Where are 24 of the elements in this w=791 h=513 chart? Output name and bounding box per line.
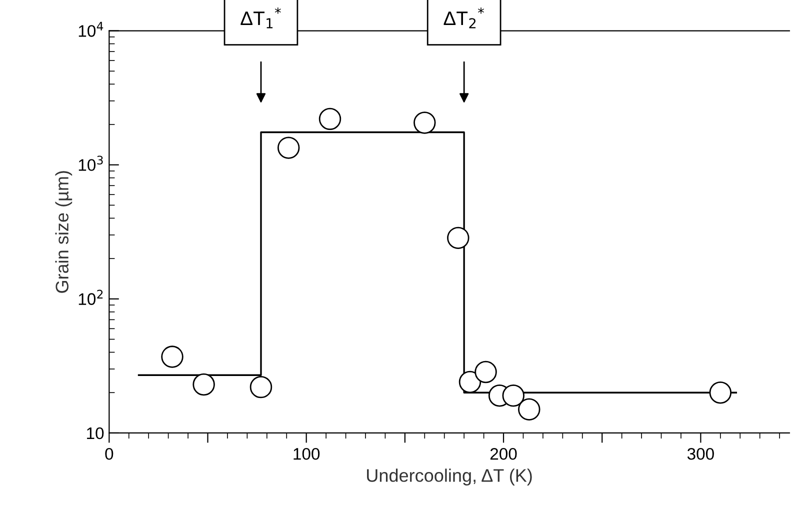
- x-tick-label: 300: [687, 448, 714, 460]
- point: [709, 382, 732, 404]
- point: [458, 370, 482, 394]
- x-tick-label: 100: [294, 448, 320, 460]
- point: [277, 136, 300, 159]
- x-axis-title: Undercooling, ΔT (K): [367, 468, 532, 486]
- point: [474, 360, 497, 384]
- y-axis-title: Grain size (µm): [55, 171, 72, 293]
- text: ΔT$_{1}$$^{*}$: [240, 7, 281, 28]
- y-tick-label: 10: [87, 427, 104, 440]
- point: [161, 346, 184, 368]
- y-tick-label: 10$^{2}$: [78, 290, 103, 305]
- point: [318, 108, 342, 130]
- y-tick-label: 10$^{4}$: [78, 22, 104, 37]
- point: [447, 226, 470, 250]
- point: [502, 384, 524, 407]
- x-tick-label: 0: [105, 448, 114, 460]
- y-tick-label: 10$^{3}$: [78, 156, 103, 171]
- text: ΔT$_{2}$$^{*}$: [444, 7, 484, 28]
- point: [192, 373, 215, 396]
- point: [518, 398, 540, 420]
- x-tick-label: 200: [490, 448, 517, 460]
- point: [250, 376, 272, 398]
- point: [414, 112, 436, 134]
